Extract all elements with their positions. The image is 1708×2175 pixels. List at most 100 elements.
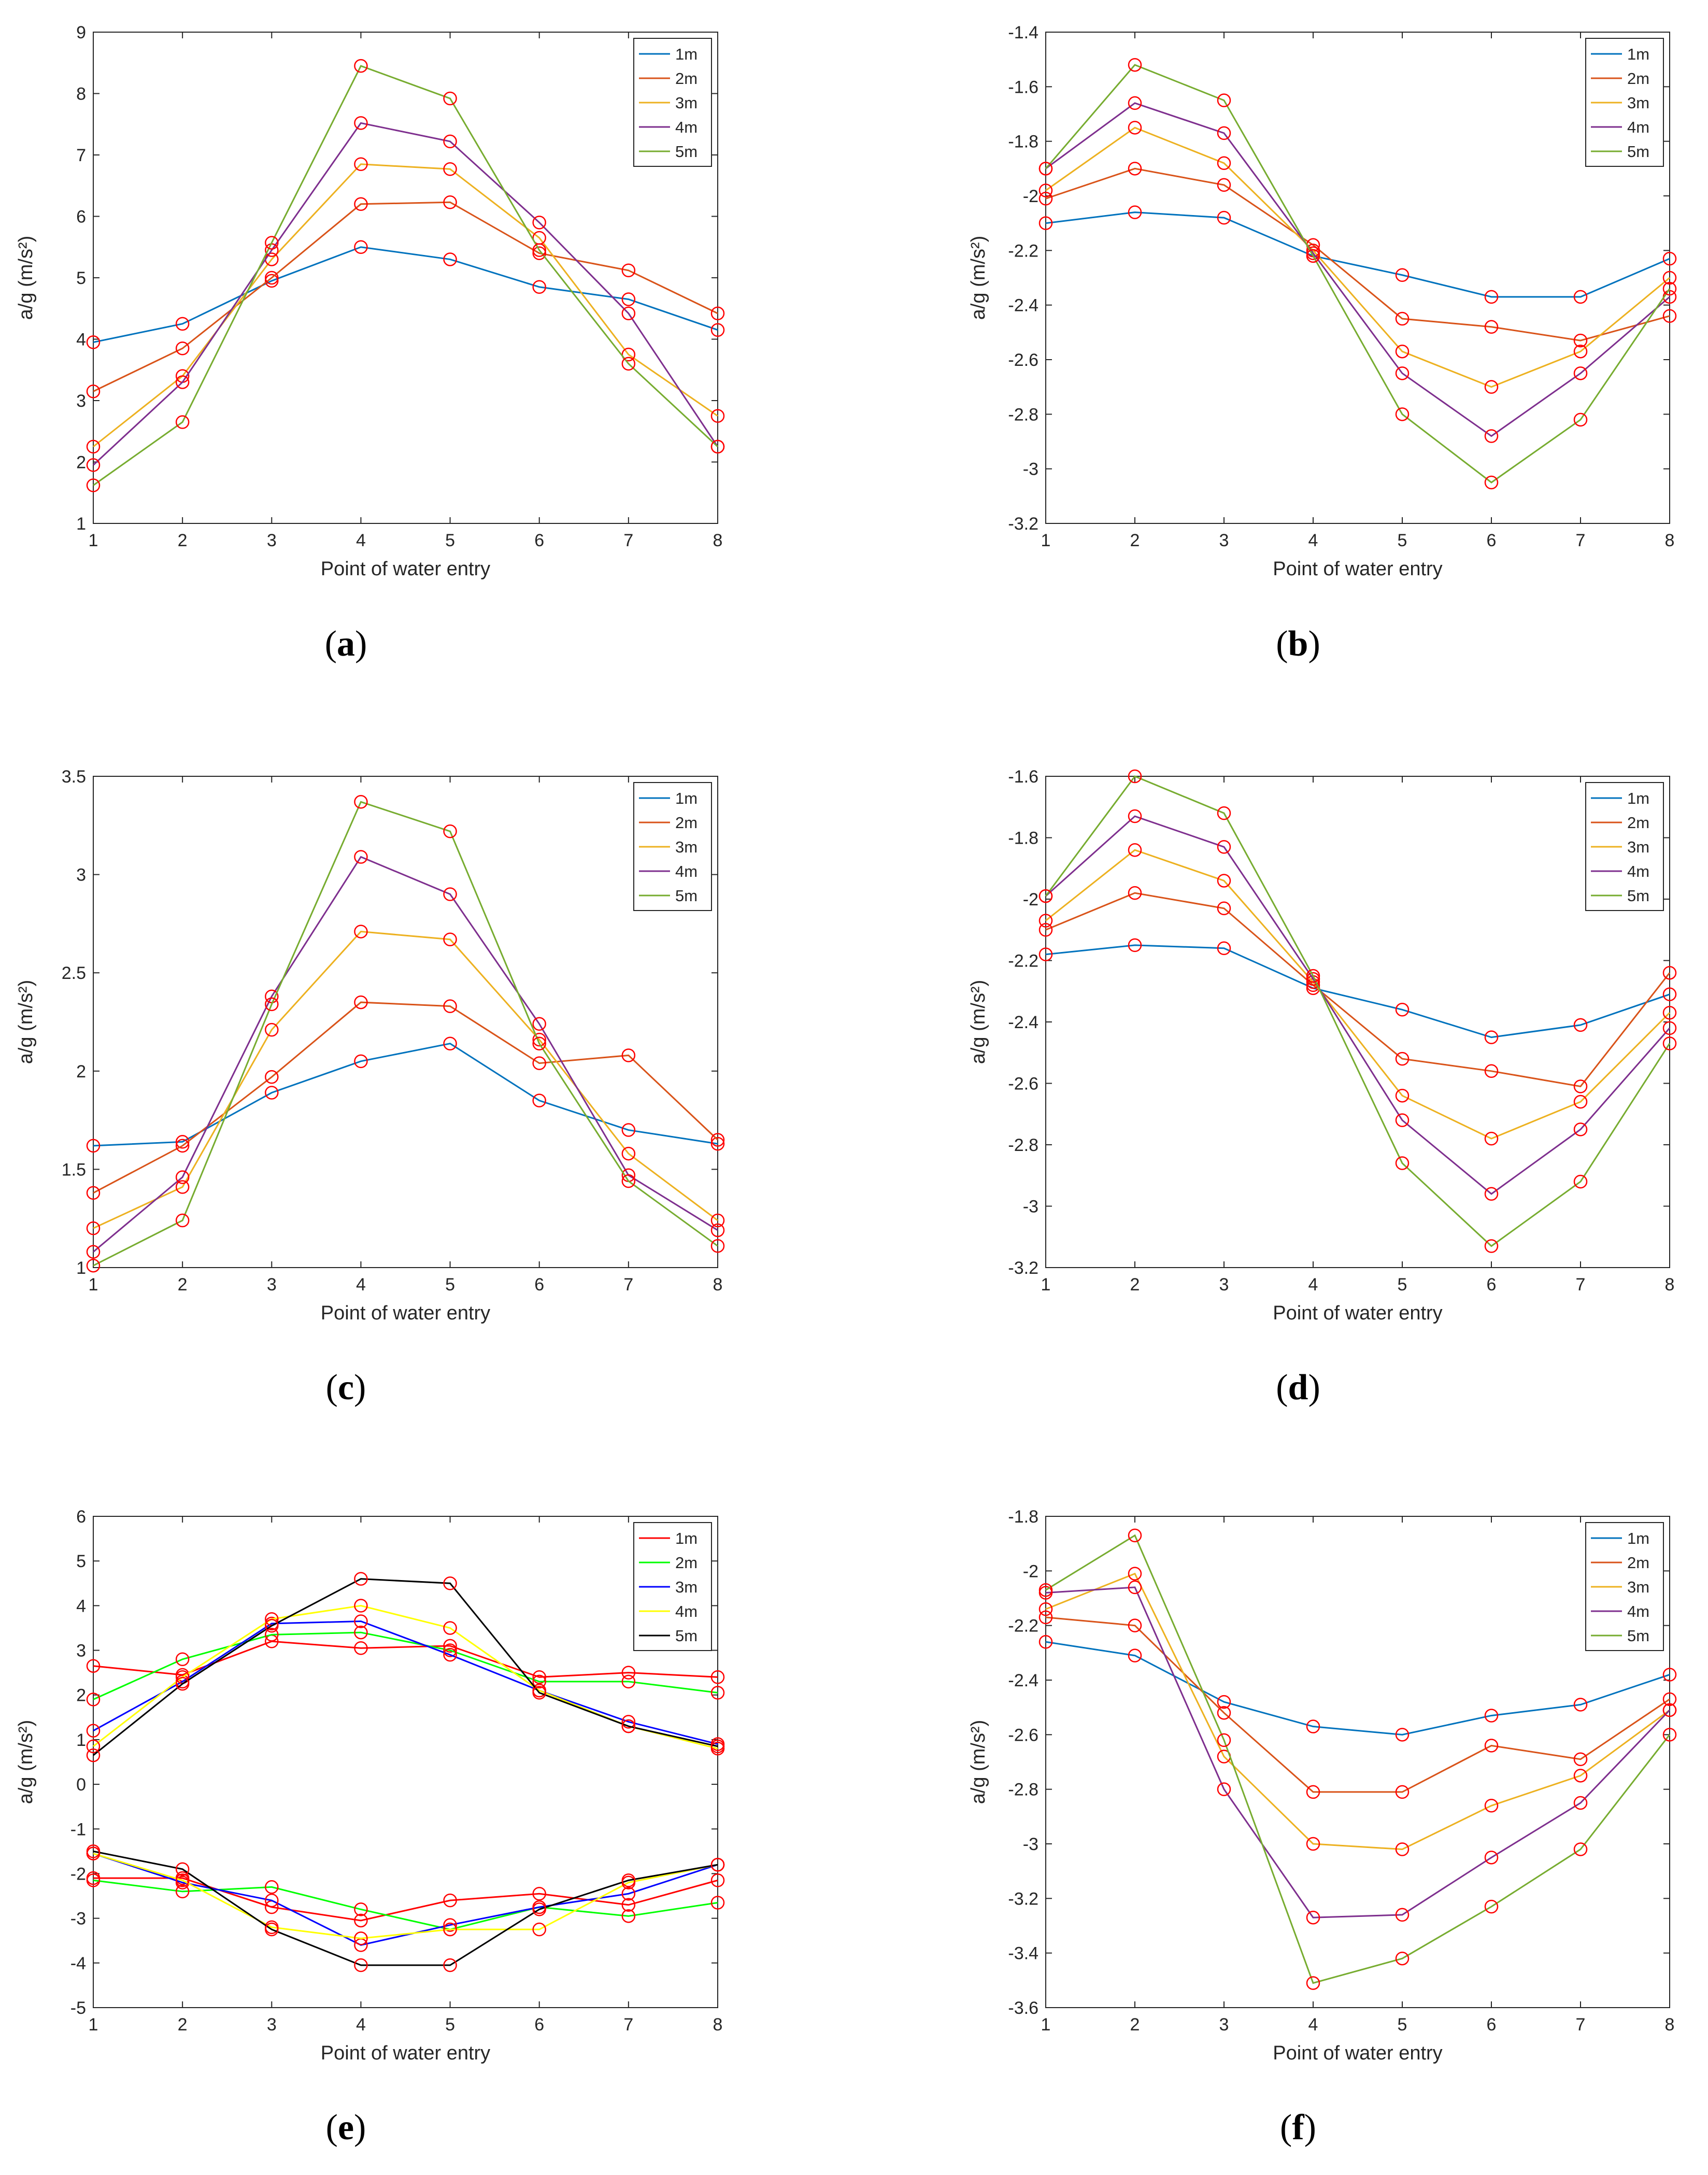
y-tick-label: -1.8 xyxy=(1008,132,1038,152)
series-upper-2m xyxy=(86,195,725,399)
data-point xyxy=(1573,333,1588,348)
series-upper-2m xyxy=(86,995,725,1200)
data-point xyxy=(532,1686,546,1700)
x-tick-label: 8 xyxy=(1665,2015,1675,2035)
y-tick-label: 2 xyxy=(76,453,86,473)
data-point xyxy=(621,1666,636,1680)
x-tick-label: 4 xyxy=(356,2015,366,2035)
data-point xyxy=(443,134,457,149)
data-point xyxy=(1573,366,1588,380)
legend-label: 4m xyxy=(675,118,698,136)
data-point xyxy=(1573,1174,1588,1189)
y-tick-label: -2.4 xyxy=(1008,296,1038,316)
data-point xyxy=(1484,1064,1499,1078)
legend-label: 1m xyxy=(1627,789,1649,807)
series-line-1m xyxy=(1045,944,1670,1039)
data-point xyxy=(710,1857,725,1872)
data-point xyxy=(710,1896,725,1910)
data-point xyxy=(1038,1610,1053,1625)
x-tick-label: 4 xyxy=(1308,1275,1318,1295)
x-tick-label: 5 xyxy=(1398,2015,1407,2035)
series-upper-5m xyxy=(1038,1528,1677,1990)
data-point xyxy=(1217,1695,1231,1709)
x-tick-label: 4 xyxy=(356,1275,366,1295)
data-point xyxy=(1217,901,1231,916)
plot-area-c xyxy=(93,776,718,1268)
y-tick-label: 5 xyxy=(76,268,86,288)
data-point xyxy=(1038,914,1053,928)
data-point xyxy=(1573,1018,1588,1032)
y-tick-label: -1.8 xyxy=(1008,1507,1038,1527)
data-point xyxy=(532,216,546,230)
data-point xyxy=(1573,1842,1588,1856)
y-tick-label: 2 xyxy=(76,1686,86,1705)
x-tick-label: 8 xyxy=(713,2015,723,2035)
data-point xyxy=(443,1643,457,1657)
data-point xyxy=(265,1893,279,1908)
x-tick-label: 3 xyxy=(1219,1275,1229,1295)
data-point xyxy=(1395,1156,1410,1170)
data-point xyxy=(1217,1782,1231,1796)
data-point xyxy=(621,1674,636,1689)
data-point xyxy=(86,478,101,492)
y-tick-label: -2.8 xyxy=(1008,1135,1038,1155)
data-point xyxy=(532,1093,546,1107)
x-tick-label: 3 xyxy=(1219,2015,1229,2035)
data-point xyxy=(1038,889,1053,903)
legend-label: 5m xyxy=(675,887,698,905)
panel-caption-e: (e) xyxy=(326,2108,366,2148)
data-point xyxy=(443,932,457,946)
data-point xyxy=(710,439,725,454)
data-point xyxy=(1038,1602,1053,1616)
data-point xyxy=(86,384,101,399)
data-point xyxy=(621,306,636,320)
legend-label: 2m xyxy=(675,69,698,88)
data-point xyxy=(175,1213,190,1228)
data-point xyxy=(1484,320,1499,334)
data-point xyxy=(621,1873,636,1887)
series-line-5m xyxy=(1045,64,1671,484)
x-tick-label: 8 xyxy=(1665,531,1675,550)
data-point xyxy=(443,824,457,838)
data-point xyxy=(1128,1648,1142,1662)
y-axis-label: a/g (m/s²) xyxy=(967,1720,989,1804)
x-axis-label: Point of water entry xyxy=(1273,558,1442,580)
x-tick-label: 6 xyxy=(1487,531,1497,550)
series-upper-5m xyxy=(86,795,725,1273)
data-point xyxy=(1128,1528,1142,1543)
y-tick-label: 4 xyxy=(76,330,86,350)
data-point xyxy=(175,375,190,389)
x-tick-label: 6 xyxy=(534,1275,544,1295)
data-point xyxy=(354,925,368,939)
data-point xyxy=(1573,413,1588,427)
legend-b: 1m 2m 3m 4m 5m xyxy=(1585,38,1664,167)
data-point xyxy=(1038,216,1053,230)
data-point xyxy=(1038,947,1053,961)
data-point xyxy=(354,1641,368,1655)
series-line-2m xyxy=(93,201,718,392)
y-tick-label: 2.5 xyxy=(62,963,86,983)
data-point xyxy=(1662,1668,1677,1682)
series-line-3m xyxy=(93,1620,718,1745)
data-point xyxy=(443,887,457,901)
data-point xyxy=(1484,1187,1499,1201)
data-point xyxy=(175,1884,190,1899)
data-point xyxy=(1395,1728,1410,1742)
x-tick-label: 7 xyxy=(623,2015,633,2035)
data-point xyxy=(1306,1785,1320,1799)
data-point xyxy=(1484,380,1499,394)
series-line-4m xyxy=(1045,815,1671,1195)
x-axis-label: Point of water entry xyxy=(1273,1302,1442,1324)
legend-label: 3m xyxy=(1627,94,1649,112)
y-tick-label: 3 xyxy=(76,865,86,885)
data-point xyxy=(86,1221,101,1235)
legend-a: 1m 2m 3m 4m 5m xyxy=(633,38,712,167)
legend-e: 1m 2m 3m 4m 5m xyxy=(633,1522,712,1651)
data-point xyxy=(265,1070,279,1084)
data-point xyxy=(621,1123,636,1137)
data-point xyxy=(86,1186,101,1200)
y-tick-label: 3 xyxy=(76,1641,86,1661)
y-tick-label: 1 xyxy=(76,514,86,534)
series-upper-3m xyxy=(1038,121,1677,394)
data-point xyxy=(532,1032,546,1047)
